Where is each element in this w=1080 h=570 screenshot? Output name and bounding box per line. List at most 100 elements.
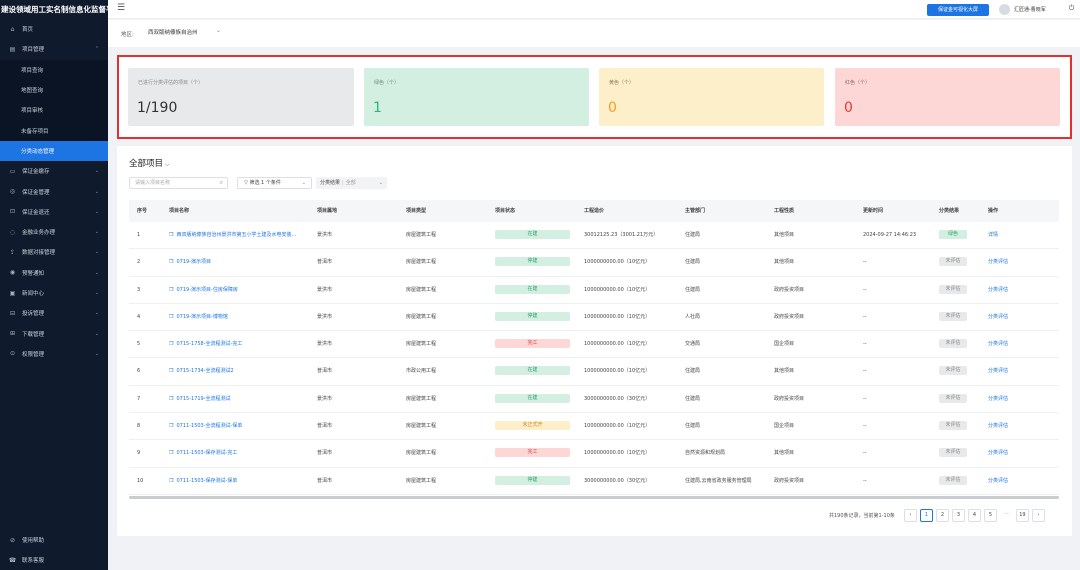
search-icon[interactable]: ⌕ <box>219 179 223 186</box>
sidebar-item[interactable]: ▭ 保证金缴存 ⌄ <box>0 161 108 181</box>
sidebar-subitem[interactable]: 分类动态管理 <box>0 140 108 162</box>
cell-type: 房屋建筑工程 <box>406 450 437 457</box>
sidebar-item[interactable]: ◌ 金融业务办理 ⌄ <box>0 222 108 242</box>
cell-dept: 住建局 <box>685 423 701 430</box>
project-search-input[interactable]: 请输入项目名称 ⌕ <box>129 177 228 189</box>
project-name[interactable]: 0711-1503-保存测试-保单 <box>176 477 238 484</box>
cell-name[interactable]: ❐ 0719-演示项目 <box>169 249 304 276</box>
sidebar: 建设领域用工实名制信息化监督平台 ⌂ 首页 ▤ 项目管理 ⌃ 项目查询地图查询项目审核未备… <box>0 0 108 570</box>
cell-status: 在建 <box>495 222 570 249</box>
sidebar-subitem[interactable]: 地图查询 <box>0 79 108 101</box>
visual-dashboard-button[interactable]: 保证金可视化大屏 <box>927 4 989 16</box>
avatar[interactable] <box>999 4 1010 15</box>
cell-action[interactable]: 分类评估 <box>988 259 1009 266</box>
horizontal-scrollbar[interactable] <box>129 496 1059 499</box>
cell-action[interactable]: 详情 <box>988 232 999 238</box>
project-name[interactable]: 0715-1734-全流程测试2 <box>176 368 234 375</box>
cell-action[interactable]: 分类评估 <box>988 341 1009 348</box>
filter-button[interactable]: ▽ 筛选 1 个条件 ⌄ <box>237 177 312 189</box>
cell-name[interactable]: ❐ 0715-1758-全流程测试-完工 <box>169 331 304 358</box>
column-header[interactable]: 工程造价 <box>584 208 605 214</box>
column-header[interactable]: 项目状态 <box>495 208 516 214</box>
cell-name[interactable]: ❐ 0719-演示项目-住房保障房 <box>169 277 304 304</box>
column-header[interactable]: 项目属地 <box>317 208 338 214</box>
prev-page-button[interactable]: ‹ <box>903 508 917 522</box>
column-header[interactable]: 分类结果 <box>939 208 960 214</box>
page-button[interactable]: 2 <box>935 508 949 522</box>
cell-action[interactable]: 分类评估 <box>988 477 1009 484</box>
sidebar-item[interactable]: ⊡ 保证金退还 ⌄ <box>0 202 108 222</box>
project-name[interactable]: 0719-演示项目 <box>176 259 212 266</box>
cell-action[interactable]: 分类评估 <box>988 423 1009 430</box>
page-button[interactable]: 19 <box>1015 508 1029 522</box>
column-header[interactable]: 项目类型 <box>406 208 427 214</box>
cell-name[interactable]: ❐ 0711-1503-全流程测试-保单 <box>169 413 304 440</box>
sidebar-item[interactable]: ▤ 项目管理 ⌃ <box>0 39 108 59</box>
project-name[interactable]: 0715-1719-全流程测试 <box>176 395 231 402</box>
user-name[interactable]: 汇匠通-曹晓军 <box>1014 7 1046 13</box>
sidebar-subitem[interactable]: 项目审核 <box>0 100 108 121</box>
next-page-button[interactable]: › <box>1031 508 1045 522</box>
sidebar-bottom-item[interactable]: ☎ 联系客服 <box>0 550 108 570</box>
document-icon: ❐ <box>169 313 174 320</box>
column-header[interactable]: 项目名称 <box>169 208 190 214</box>
page-button[interactable]: 5 <box>983 508 997 522</box>
cell-name[interactable]: ❐ 西双版纳傣族自治州景洪市第五小学土建及水电安装... <box>169 222 304 249</box>
column-header[interactable]: 序号 <box>137 208 148 214</box>
stat-card-red: 红色（个） 0 <box>835 68 1060 126</box>
column-header[interactable]: 工程性质 <box>774 208 795 214</box>
cell-name[interactable]: ❐ 0711-1503-保存测试-完工 <box>169 440 304 467</box>
stat-value: 1 <box>373 100 382 116</box>
sidebar-item-label: 项目管理 <box>22 47 45 54</box>
project-name[interactable]: 0711-1503-全流程测试-保单 <box>176 423 243 430</box>
column-header[interactable]: 主管部门 <box>685 208 706 214</box>
column-header[interactable]: 操作 <box>988 208 999 214</box>
cell-no: 3 <box>137 286 141 293</box>
sidebar-bottom-item[interactable]: ⊘ 使用帮助 <box>0 530 108 550</box>
sidebar-subitem[interactable]: 项目查询 <box>0 59 108 80</box>
region-select[interactable]: 西双版纳傣族自治州 <box>148 30 198 36</box>
project-name[interactable]: 0719-演示项目-住房保障房 <box>176 286 238 293</box>
cell-name[interactable]: ❐ 0719-演示项目-博物馆 <box>169 304 304 331</box>
cell-action[interactable]: 分类评估 <box>988 286 1009 293</box>
sidebar-item[interactable]: ⊙ 权限管理 ⌄ <box>0 344 108 364</box>
sidebar-item[interactable]: ⇪ 数据对接管理 ⌄ <box>0 242 108 262</box>
sidebar-item[interactable]: ◎ 保证金管理 ⌄ <box>0 181 108 201</box>
cell-name[interactable]: ❐ 0715-1719-全流程测试 <box>169 386 304 413</box>
column-header[interactable]: 更新时间 <box>863 208 884 214</box>
project-name[interactable]: 西双版纳傣族自治州景洪市第五小学土建及水电安装... <box>176 232 297 238</box>
cell-action[interactable]: 分类评估 <box>988 395 1009 402</box>
cell-name[interactable]: ❐ 0715-1734-全流程测试2 <box>169 358 304 385</box>
page-button[interactable]: 1 <box>919 508 933 522</box>
sidebar-item[interactable]: ◉ 预警通知 ⌄ <box>0 263 108 283</box>
sidebar-item[interactable]: ⌂ 首页 <box>0 19 108 39</box>
chevron-down-icon[interactable]: ⌄ <box>216 27 222 34</box>
cell-action[interactable]: 分类评估 <box>988 368 1009 375</box>
project-scope-dropdown[interactable]: 全部项目 ⌵ <box>129 157 170 169</box>
stats-panel: 已进行分类评估的项目（个） 1/190 绿色（个） 1 黄色（个） 0 红色（个… <box>117 55 1072 139</box>
cell-dept: 人社局 <box>685 313 701 320</box>
cell-name[interactable]: ❐ 0711-1503-保存测试-保单 <box>169 468 304 495</box>
cell-action[interactable]: 分类评估 <box>988 450 1009 457</box>
sidebar-item[interactable]: ▣ 新闻中心 ⌄ <box>0 283 108 303</box>
cell-type: 房屋建筑工程 <box>406 232 437 238</box>
menu-toggle-icon[interactable]: ☰ <box>117 3 126 13</box>
cell-nature: 政府投资项目 <box>774 313 805 320</box>
project-name[interactable]: 0715-1758-全流程测试-完工 <box>176 341 243 348</box>
sidebar-item[interactable]: ⊟ 投诉管理 ⌄ <box>0 303 108 323</box>
logout-icon[interactable]: ⏻ <box>1068 4 1075 12</box>
project-name[interactable]: 0711-1503-保存测试-完工 <box>176 450 238 457</box>
cell-action[interactable]: 分类评估 <box>988 313 1009 320</box>
chevron-down-icon: ⌄ <box>94 310 99 317</box>
sidebar-subitem[interactable]: 未备存项目 <box>0 120 108 141</box>
project-name[interactable]: 0719-演示项目-博物馆 <box>176 313 228 320</box>
cell-dept: 交通局 <box>685 341 701 348</box>
sidebar-item[interactable]: ⊞ 下载管理 ⌄ <box>0 323 108 343</box>
cell-nature: 其他项目 <box>774 232 795 238</box>
page-button[interactable]: 4 <box>967 508 981 522</box>
filter-label: 筛选 1 个条件 <box>249 180 281 186</box>
chevron-down-icon: ⌄ <box>94 350 99 357</box>
cell-updated: -- <box>863 341 867 348</box>
classification-filter[interactable]: 分类结果 | 全部 ⌄ <box>316 177 387 189</box>
page-button[interactable]: 3 <box>951 508 965 522</box>
